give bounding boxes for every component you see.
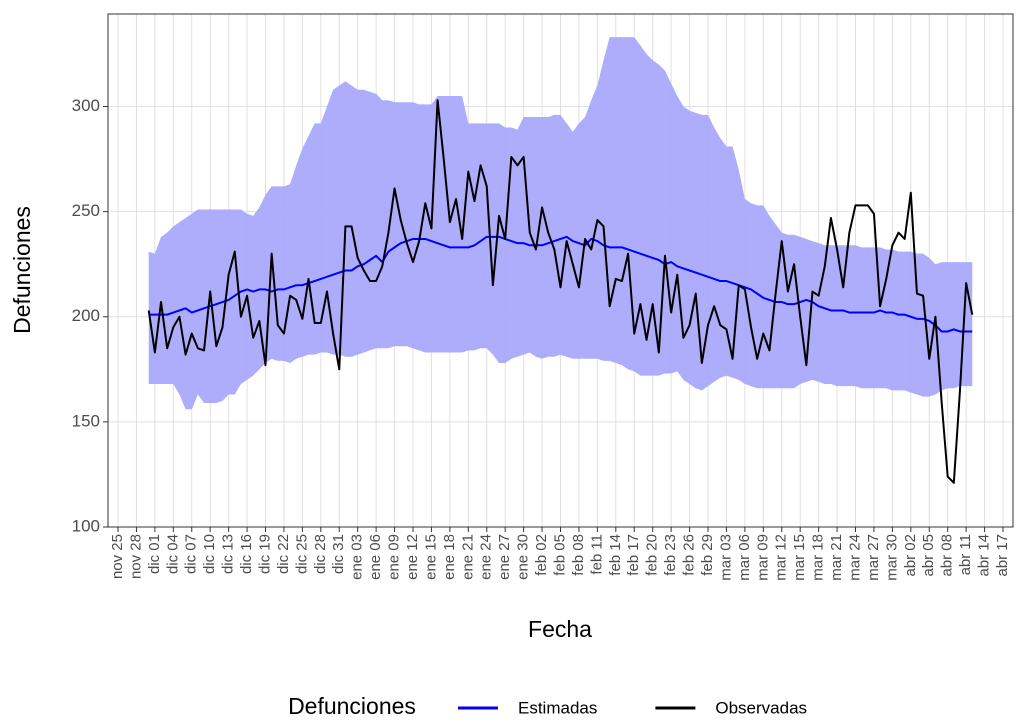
series-line — [148, 235, 973, 333]
y-tick-label: 200 — [72, 306, 100, 325]
x-tick-label: mar 21 — [828, 534, 845, 581]
x-tick-label: feb 29 — [699, 534, 716, 576]
x-axis-title: Fecha — [528, 616, 592, 642]
x-tick-label: feb 17 — [625, 534, 642, 576]
x-tick-label: feb 14 — [607, 534, 624, 576]
x-tick-label: feb 11 — [588, 534, 605, 575]
x-tick-label: ene 27 — [496, 534, 513, 580]
x-tick-label: feb 08 — [570, 534, 587, 576]
x-tick-label: mar 18 — [810, 534, 827, 581]
x-tick-label: dic 16 — [238, 534, 255, 574]
x-tick-label: dic 13 — [220, 534, 237, 574]
x-tick-label: dic 01 — [146, 534, 163, 574]
x-tick-label: abr 14 — [976, 534, 993, 577]
y-tick-label: 150 — [72, 411, 100, 430]
x-tick-label: abr 11 — [957, 534, 974, 575]
x-tick-label: feb 05 — [551, 534, 568, 576]
x-tick-label: abr 08 — [939, 534, 956, 577]
x-tick-label: dic 31 — [330, 534, 347, 574]
x-tick-label: ene 15 — [422, 534, 439, 580]
legend-label: Estimadas — [518, 698, 597, 717]
x-tick-label: mar 03 — [717, 534, 734, 581]
x-tick-label: abr 05 — [920, 534, 937, 577]
x-tick-label: mar 27 — [865, 534, 882, 581]
legend-title: Defunciones — [288, 693, 416, 719]
x-tick-label: nov 25 — [109, 534, 126, 579]
x-tick-label: feb 20 — [644, 534, 661, 576]
x-tick-label: nov 28 — [127, 534, 144, 579]
x-tick-label: dic 07 — [183, 534, 200, 574]
x-tick-label: abr 02 — [902, 534, 919, 577]
x-tick-label: dic 04 — [164, 534, 181, 574]
legend-label: Observadas — [715, 698, 807, 717]
y-tick-label: 100 — [72, 516, 100, 535]
x-tick-label: mar 30 — [883, 534, 900, 581]
plot-marks — [147, 37, 974, 484]
x-tick-label: mar 15 — [791, 534, 808, 581]
y-tick-label: 250 — [72, 201, 100, 220]
x-tick-label: feb 26 — [681, 534, 698, 576]
x-tick-label: mar 24 — [846, 534, 863, 581]
x-tick-label: mar 12 — [773, 534, 790, 581]
y-axis-title: Defunciones — [9, 206, 35, 334]
x-tick-label: ene 24 — [478, 534, 495, 580]
x-tick-label: feb 02 — [533, 534, 550, 576]
x-tick-label: abr 17 — [994, 534, 1011, 577]
x-tick-label: mar 09 — [754, 534, 771, 581]
x-tick-label: feb 23 — [662, 534, 679, 576]
legend: Defunciones Estimadas Observadas — [288, 693, 807, 719]
x-tick-label: ene 18 — [441, 534, 458, 580]
x-tick-label: ene 06 — [367, 534, 384, 580]
x-tick-label: ene 30 — [515, 534, 532, 580]
x-tick-label: dic 22 — [275, 534, 292, 574]
x-tick-label: ene 12 — [404, 534, 421, 580]
x-tick-label: dic 28 — [312, 534, 329, 574]
x-tick-label: dic 19 — [256, 534, 273, 574]
y-tick-label: 300 — [72, 96, 100, 115]
x-tick-label: dic 10 — [201, 534, 218, 574]
confidence-band — [148, 37, 973, 410]
x-tick-label: ene 09 — [386, 534, 403, 580]
x-tick-label: ene 03 — [349, 534, 366, 580]
x-tick-label: ene 21 — [459, 534, 476, 580]
x-tick-label: dic 25 — [293, 534, 310, 574]
series-line — [147, 99, 974, 484]
x-tick-label: mar 06 — [736, 534, 753, 581]
